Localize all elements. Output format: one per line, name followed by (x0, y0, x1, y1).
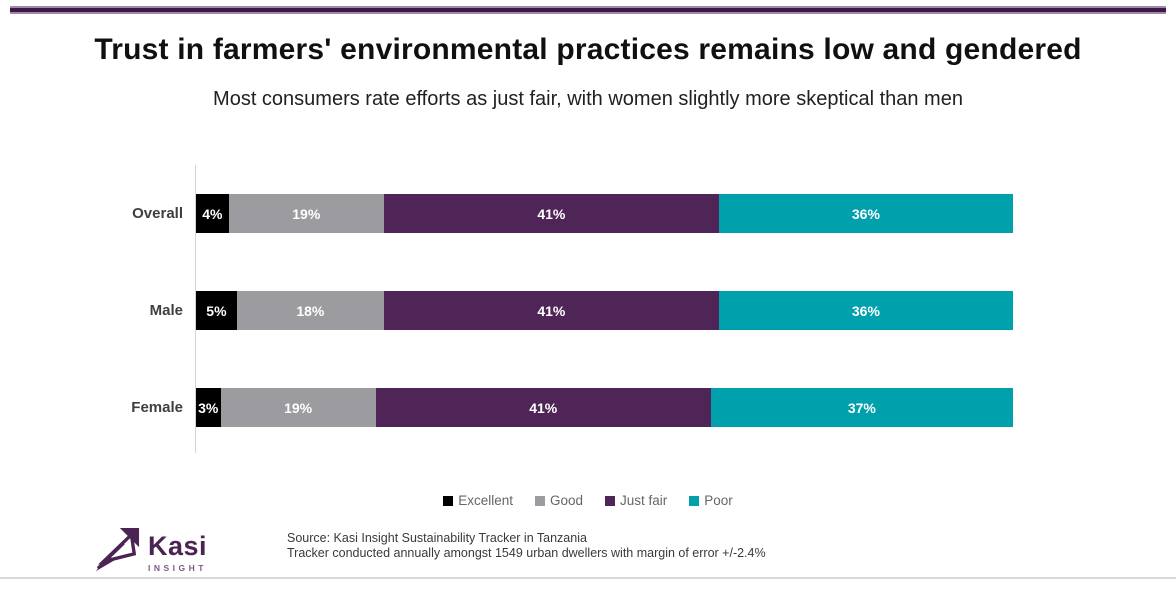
legend-swatch-icon (534, 495, 545, 506)
top-accent-rule (10, 6, 1166, 14)
source-note: Source: Kasi Insight Sustainability Trac… (287, 531, 766, 561)
legend-item-good: Good (534, 493, 583, 508)
logo-wordmark: Kasi INSIGHT (148, 530, 208, 573)
legend-label: Good (549, 493, 583, 508)
kasi-insight-logo: Kasi INSIGHT (94, 527, 207, 578)
segment-just-fair-overall: 41% (383, 194, 719, 233)
segment-good-male: 18% (236, 291, 384, 330)
legend-item-just-fair: Just fair (605, 493, 667, 508)
chart-legend: Excellent Good Just fair Poor (0, 493, 1176, 508)
segment-poor-female: 37% (710, 388, 1013, 427)
segment-excellent-male: 5% (196, 291, 237, 330)
bar-track-male: 5% 18% 41% 36% (196, 291, 1013, 330)
bar-track-female: 3% 19% 41% 37% (196, 388, 1013, 427)
segment-excellent-overall: 4% (196, 194, 229, 233)
logo-name: Kasi (148, 530, 208, 561)
page-title: Trust in farmers' environmental practice… (94, 33, 1082, 66)
segment-excellent-female: 3% (196, 388, 221, 427)
source-line-2: Tracker conducted annually amongst 1549 … (287, 546, 766, 560)
legend-swatch-icon (689, 495, 700, 506)
legend-label: Excellent (458, 493, 513, 508)
legend-swatch-icon (443, 495, 454, 506)
segment-good-overall: 19% (228, 194, 384, 233)
source-line-1: Source: Kasi Insight Sustainability Trac… (287, 531, 587, 545)
segment-poor-overall: 36% (718, 194, 1013, 233)
chart-axis-line (195, 165, 196, 453)
segment-just-fair-male: 41% (383, 291, 719, 330)
legend-label: Poor (704, 493, 733, 508)
segment-just-fair-female: 41% (375, 388, 711, 427)
bar-row-female: Female 3% 19% 41% 37% (0, 388, 1176, 427)
legend-label: Just fair (620, 493, 668, 508)
bar-row-overall: Overall 4% 19% 41% 36% (0, 194, 1176, 233)
category-label-male: Male (149, 302, 183, 319)
category-label-female: Female (131, 399, 183, 416)
segment-good-female: 19% (220, 388, 376, 427)
legend-item-poor: Poor (689, 493, 733, 508)
segment-poor-male: 36% (718, 291, 1013, 330)
kasi-arrow-logo-icon (94, 527, 140, 578)
logo-subtitle: INSIGHT (148, 562, 207, 573)
bar-row-male: Male 5% 18% 41% 36% (0, 291, 1176, 330)
bar-track-overall: 4% 19% 41% 36% (196, 194, 1013, 233)
category-label-overall: Overall (132, 205, 183, 222)
page-subtitle: Most consumers rate efforts as just fair… (213, 88, 963, 110)
legend-swatch-icon (605, 495, 615, 506)
legend-item-excellent: Excellent (443, 493, 513, 508)
bottom-divider-rule (0, 577, 1176, 579)
